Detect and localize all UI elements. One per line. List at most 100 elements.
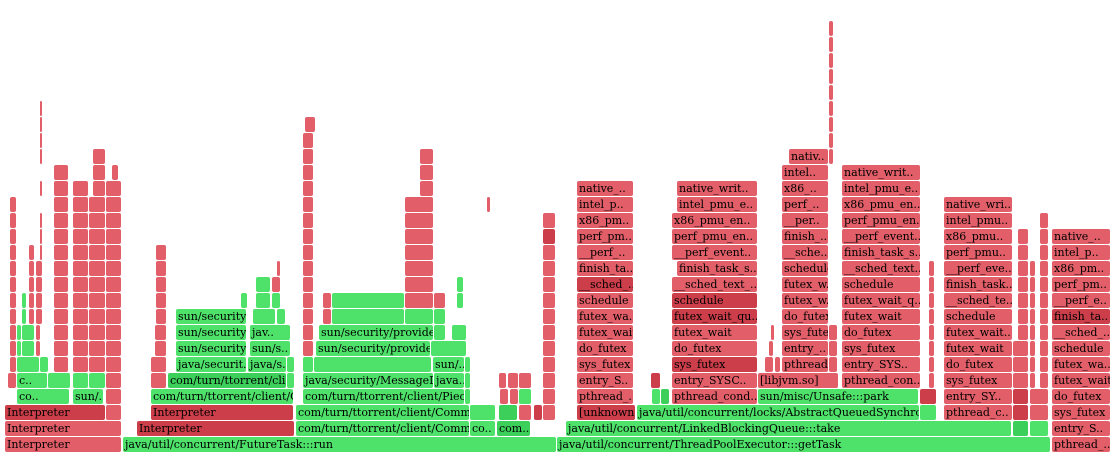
stack-frame[interactable]: futex_wait.. [944, 325, 1012, 340]
stack-frame[interactable]: futex_wa.. [1052, 357, 1110, 372]
stack-frame[interactable]: co.. [470, 421, 495, 436]
stack-frame[interactable]: java/util/concurrent/locks/AbstractQueue… [637, 405, 919, 420]
stack-frame[interactable] [8, 373, 16, 388]
stack-frame[interactable]: Interpreter [151, 405, 293, 420]
stack-frame[interactable] [287, 373, 294, 388]
stack-frame[interactable] [652, 389, 660, 404]
stack-frame[interactable] [54, 165, 68, 180]
stack-frame[interactable]: [unknown] [577, 405, 635, 420]
stack-frame[interactable]: com/turn/ttorrent/client/Piece::.. [303, 389, 464, 404]
stack-frame[interactable]: [libjvm.so] [758, 373, 838, 388]
stack-frame[interactable]: futex_w.. [782, 293, 828, 308]
stack-frame[interactable] [500, 389, 508, 404]
stack-frame[interactable] [1013, 421, 1028, 436]
stack-frame[interactable]: finish_task_s.. [677, 261, 757, 276]
stack-frame[interactable] [106, 277, 121, 292]
stack-frame[interactable]: entry_S.. [1052, 421, 1110, 436]
stack-frame[interactable] [651, 373, 660, 388]
stack-frame[interactable] [89, 293, 105, 308]
stack-frame[interactable] [73, 245, 88, 260]
stack-frame[interactable] [323, 293, 331, 308]
stack-frame[interactable] [434, 293, 445, 308]
stack-frame[interactable] [420, 149, 433, 164]
stack-frame[interactable] [29, 309, 34, 324]
stack-frame[interactable] [156, 277, 166, 292]
stack-frame[interactable]: entry_SYSC.. [672, 373, 757, 388]
stack-frame[interactable] [829, 69, 833, 84]
stack-frame[interactable] [106, 245, 121, 260]
stack-frame[interactable] [155, 341, 166, 356]
stack-frame[interactable] [1040, 325, 1048, 340]
stack-frame[interactable] [543, 213, 555, 228]
stack-frame[interactable] [22, 325, 34, 340]
stack-frame[interactable] [314, 357, 431, 372]
stack-frame[interactable] [929, 261, 934, 276]
stack-frame[interactable]: java.. [434, 373, 464, 388]
stack-frame[interactable] [10, 261, 16, 276]
stack-frame[interactable] [54, 261, 68, 276]
stack-frame[interactable] [17, 357, 39, 372]
stack-frame[interactable] [829, 341, 837, 356]
stack-frame[interactable] [10, 309, 16, 324]
stack-frame[interactable]: native_writ.. [842, 165, 920, 180]
stack-frame[interactable]: com/turn/ttorrent/client/C.. [151, 389, 293, 404]
stack-frame[interactable] [156, 309, 166, 324]
stack-frame[interactable] [29, 245, 34, 260]
stack-frame[interactable] [29, 261, 34, 276]
stack-frame[interactable]: co.. [17, 389, 69, 404]
stack-frame[interactable] [36, 325, 40, 340]
stack-frame[interactable]: futex_wait [672, 325, 757, 340]
stack-frame[interactable]: native_wri.. [944, 197, 1012, 212]
stack-frame[interactable] [543, 309, 555, 324]
stack-frame[interactable]: sys_futex [842, 341, 920, 356]
stack-frame[interactable] [93, 149, 105, 164]
stack-frame[interactable] [829, 325, 837, 340]
stack-frame[interactable]: __sche.. [782, 245, 828, 260]
stack-frame[interactable] [106, 325, 121, 340]
stack-frame[interactable]: schedule [577, 293, 633, 308]
stack-frame[interactable] [1018, 245, 1028, 260]
stack-frame[interactable] [1040, 309, 1048, 324]
stack-frame[interactable] [1030, 421, 1048, 436]
stack-frame[interactable] [303, 341, 313, 356]
stack-frame[interactable] [40, 133, 42, 148]
stack-frame[interactable]: entry_SYS.. [842, 357, 920, 372]
stack-frame[interactable] [452, 325, 466, 340]
stack-frame[interactable]: __sched_.. [577, 277, 633, 292]
stack-frame[interactable]: __sched_te.. [944, 293, 1012, 308]
stack-frame[interactable] [405, 261, 433, 276]
stack-frame[interactable] [73, 229, 88, 244]
stack-frame[interactable] [775, 357, 780, 372]
stack-frame[interactable] [36, 261, 42, 276]
stack-frame[interactable] [303, 277, 313, 292]
stack-frame[interactable]: __per.. [782, 213, 828, 228]
stack-frame[interactable] [40, 245, 42, 260]
stack-frame[interactable] [253, 309, 275, 324]
stack-frame[interactable] [40, 117, 42, 132]
stack-frame[interactable] [465, 357, 470, 372]
stack-frame[interactable]: sun/s.. [250, 341, 290, 356]
stack-frame[interactable] [106, 261, 121, 276]
stack-frame[interactable] [499, 405, 517, 420]
stack-frame[interactable] [1040, 245, 1048, 260]
stack-frame[interactable] [10, 229, 16, 244]
stack-frame[interactable] [929, 293, 934, 308]
stack-frame[interactable]: schedule [782, 261, 828, 276]
stack-frame[interactable] [405, 213, 433, 228]
stack-frame[interactable]: finish_ta.. [577, 261, 633, 276]
stack-frame[interactable] [73, 213, 88, 228]
stack-frame[interactable]: do_futex [944, 357, 1012, 372]
stack-frame[interactable] [73, 357, 88, 372]
stack-frame[interactable] [106, 181, 121, 196]
stack-frame[interactable]: intel_pmu_e.. [677, 197, 757, 212]
stack-frame[interactable] [10, 245, 16, 260]
stack-frame[interactable]: futex_wait [577, 325, 633, 340]
stack-frame[interactable] [10, 277, 16, 292]
stack-frame[interactable]: __perf_eve.. [944, 261, 1012, 276]
stack-frame[interactable]: do_futex [1052, 389, 1110, 404]
stack-frame[interactable]: pthread.. [782, 357, 828, 372]
stack-frame[interactable]: entry_S.. [577, 373, 633, 388]
stack-frame[interactable]: sun/security.. [176, 309, 246, 324]
stack-frame[interactable]: x86_pmu.. [944, 229, 1012, 244]
stack-frame[interactable]: schedule [672, 293, 757, 308]
